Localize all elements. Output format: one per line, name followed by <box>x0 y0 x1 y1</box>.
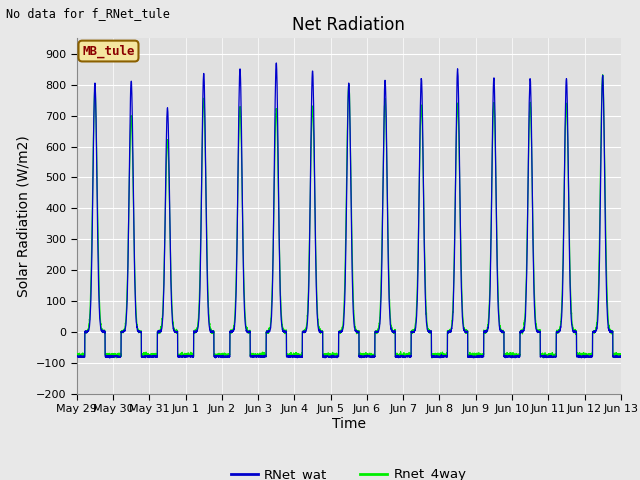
X-axis label: Time: Time <box>332 417 366 431</box>
Title: Net Radiation: Net Radiation <box>292 16 405 34</box>
Legend: RNet_wat, Rnet_4way: RNet_wat, Rnet_4way <box>226 463 472 480</box>
Y-axis label: Solar Radiation (W/m2): Solar Radiation (W/m2) <box>17 135 30 297</box>
Text: No data for f_RNet_tule: No data for f_RNet_tule <box>6 7 170 20</box>
Text: MB_tule: MB_tule <box>82 44 135 58</box>
